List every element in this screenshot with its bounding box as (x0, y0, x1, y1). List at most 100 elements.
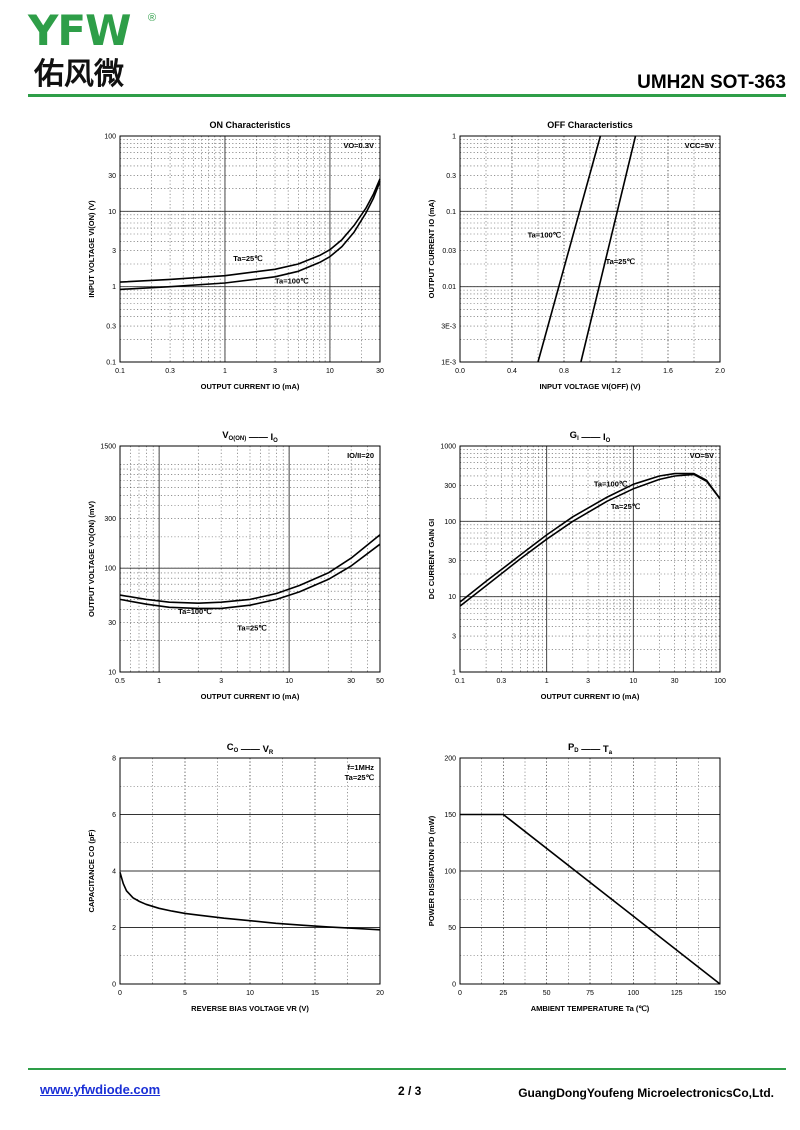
y-tick-label: 3 (112, 248, 116, 255)
footer-rule (28, 1068, 786, 1070)
curve-label: Ta=100℃ (275, 277, 309, 286)
chart-pd: 0 25 50 75 100 125 150 0 50 100 150 200 PD —— Ta AMBI… (427, 742, 726, 1013)
y-tick-label: 0.1 (106, 360, 116, 367)
x-tick-label: 5 (183, 990, 187, 997)
x-tick-label: 50 (543, 990, 551, 997)
y-tick-label: 30 (448, 558, 456, 565)
x-tick-label: 0.4 (507, 368, 517, 375)
x-tick-label: 0.5 (115, 678, 125, 685)
y-tick-label: 0.1 (446, 209, 456, 216)
x-axis-label: INPUT VOLTAGE VI(OFF) (V) (540, 382, 641, 391)
y-tick-label: 6 (112, 812, 116, 819)
logo-wordmark: YFW (28, 6, 131, 55)
page-number: 2 / 3 (398, 1084, 422, 1098)
chart-title: ON Characteristics (209, 120, 290, 130)
x-axis-label: OUTPUT CURRENT IO (mA) (201, 382, 300, 391)
x-tick-label: 2.0 (715, 368, 725, 375)
website-link[interactable]: www.yfwdiode.com (40, 1082, 161, 1097)
y-tick-label: 2 (112, 925, 116, 932)
y-tick-label: 1E-3 (441, 360, 456, 367)
x-tick-label: 100 (714, 678, 726, 685)
y-tick-label: 100 (104, 134, 116, 141)
y-tick-label: 300 (104, 516, 116, 523)
y-tick-label: 3E-3 (441, 324, 456, 331)
y-tick-label: 8 (112, 756, 116, 763)
x-axis-label: OUTPUT CURRENT IO (mA) (201, 692, 300, 701)
header-rule (28, 94, 786, 97)
x-tick-label: 30 (376, 368, 384, 375)
series-line-0 (119, 872, 381, 931)
test-condition: f=1MHz (348, 763, 375, 772)
x-tick-label: 50 (376, 678, 384, 685)
test-condition: Ta=25℃ (345, 773, 375, 782)
x-axis-label: REVERSE BIAS VOLTAGE VR (V) (191, 1004, 309, 1013)
series-line-0 (460, 813, 721, 985)
y-tick-label: 0.01 (442, 284, 456, 291)
x-axis-label: AMBIENT TEMPERATURE Ta (℃) (531, 1004, 650, 1013)
chart-title: GI —— IO (570, 430, 611, 444)
y-tick-label: 10 (108, 209, 116, 216)
x-tick-label: 20 (376, 990, 384, 997)
y-tick-label: 100 (444, 519, 456, 526)
x-tick-label: 0 (118, 990, 122, 997)
x-tick-label: 0.0 (455, 368, 465, 375)
test-condition: VCC=5V (685, 141, 714, 150)
x-tick-label: 0.3 (165, 368, 175, 375)
y-tick-label: 1 (112, 284, 116, 291)
y-tick-label: 10 (108, 670, 116, 677)
curve-label: Ta=25℃ (237, 624, 267, 633)
x-tick-label: 125 (671, 990, 683, 997)
x-tick-label: 150 (714, 990, 726, 997)
y-axis-label: INPUT VOLTAGE VI(ON) (V) (87, 200, 96, 298)
x-tick-label: 0.8 (559, 368, 569, 375)
plot-frame (119, 757, 381, 985)
y-tick-label: 1 (452, 134, 456, 141)
plot-frame (459, 445, 721, 673)
x-tick-label: 25 (499, 990, 507, 997)
company-name: GuangDongYoufeng MicroelectronicsCo,Ltd. (518, 1086, 774, 1100)
chart-title: CO —— VR (227, 742, 274, 756)
document-title: UMH2N SOT-363 (637, 72, 786, 93)
y-axis-label: DC CURRENT GAIN GI (427, 519, 436, 599)
chart-off: 0.0 0.4 0.8 1.2 1.6 2.0 1E-3 3E-3 0.01 0.03 0.1 0.3… (427, 120, 725, 391)
chart-title: OFF Characteristics (547, 120, 633, 130)
chart-title: VO(ON) —— IO (222, 430, 278, 444)
y-tick-label: 30 (108, 173, 116, 180)
plot-frame (459, 757, 721, 985)
x-tick-label: 3 (219, 678, 223, 685)
x-tick-label: 0.1 (455, 678, 465, 685)
y-axis-label: CAPACITANCE CO (pF) (87, 829, 96, 913)
y-tick-label: 1500 (100, 444, 116, 451)
x-axis-label: OUTPUT CURRENT IO (mA) (541, 692, 640, 701)
curve-label: Ta=25℃ (611, 502, 641, 511)
x-tick-label: 0.1 (115, 368, 125, 375)
x-tick-label: 0 (458, 990, 462, 997)
x-tick-label: 3 (586, 678, 590, 685)
y-tick-label: 1 (452, 670, 456, 677)
x-tick-label: 0.3 (496, 678, 506, 685)
y-axis-label: OUTPUT CURRENT IO (mA) (427, 199, 436, 298)
y-tick-label: 0.3 (446, 173, 456, 180)
curve-label: Ta=25℃ (233, 254, 263, 263)
y-axis-label: OUTPUT VOLTAGE VO(ON) (mV) (87, 501, 96, 617)
x-tick-label: 10 (629, 678, 637, 685)
y-tick-label: 0.03 (442, 248, 456, 255)
test-condition: IO/II=20 (347, 451, 374, 460)
x-tick-label: 1 (223, 368, 227, 375)
curve-label: Ta=25℃ (606, 257, 636, 266)
registered-mark: ® (148, 12, 157, 24)
x-tick-label: 10 (326, 368, 334, 375)
y-tick-label: 50 (448, 925, 456, 932)
y-tick-label: 300 (444, 483, 456, 490)
series-line-0 (537, 135, 602, 363)
series-line-1 (459, 473, 721, 607)
curve-label: Ta=100℃ (594, 479, 628, 488)
y-tick-label: 0 (112, 982, 116, 989)
y-tick-label: 4 (112, 869, 116, 876)
y-tick-label: 200 (444, 756, 456, 763)
chart-gi: 0.1 0.3 1 3 10 30 100 1 3 10 30 100 300 1000 Ta=100℃ Ta… (427, 430, 726, 701)
x-tick-label: 3 (273, 368, 277, 375)
x-tick-label: 1.2 (611, 368, 621, 375)
company-logo: YFW ® 佑风微 (28, 8, 168, 98)
y-tick-label: 10 (448, 594, 456, 601)
